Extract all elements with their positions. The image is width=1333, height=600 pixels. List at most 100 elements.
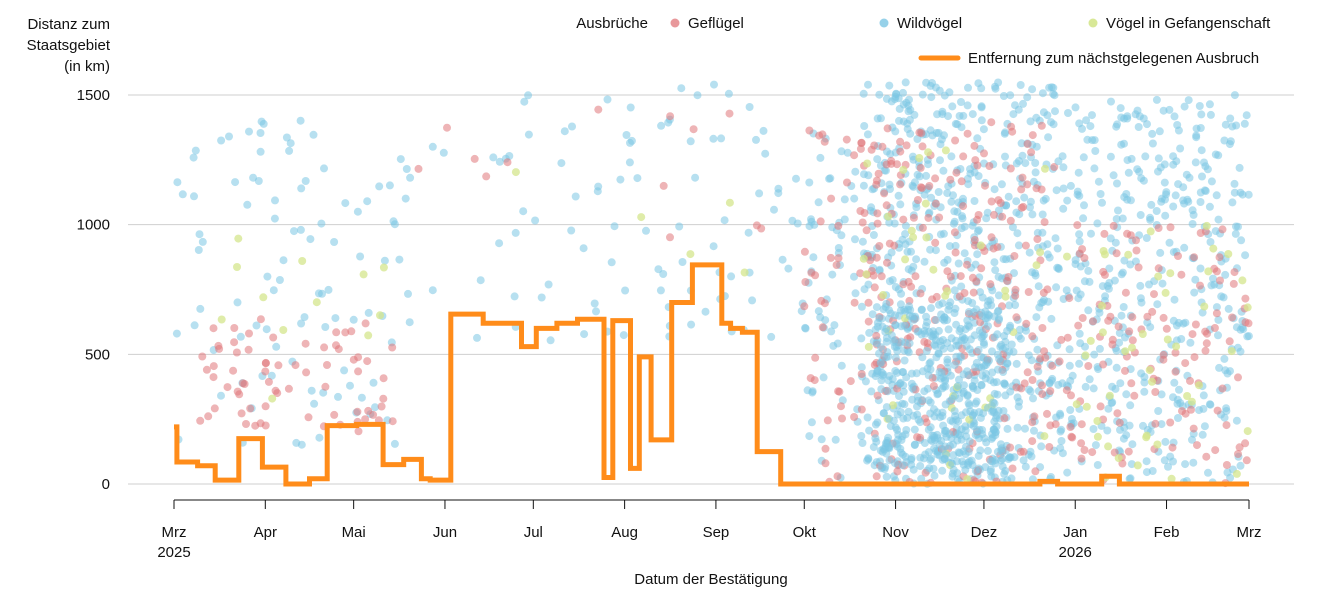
point-gefluegel bbox=[1181, 409, 1190, 418]
y-axis-tick-labels: 0 500 1000 1500 bbox=[77, 87, 110, 493]
point-wildvoegel bbox=[933, 110, 942, 119]
point-wildvoegel bbox=[1198, 172, 1206, 181]
point-wildvoegel bbox=[537, 293, 546, 302]
point-wildvoegel bbox=[876, 358, 885, 367]
point-wildvoegel bbox=[709, 134, 718, 143]
point-wildvoegel bbox=[950, 407, 959, 416]
point-wildvoegel bbox=[1081, 382, 1090, 391]
point-gefluegel bbox=[1004, 273, 1013, 281]
point-gefluegel bbox=[1006, 164, 1015, 173]
point-gefluegel bbox=[800, 302, 809, 311]
point-wildvoegel bbox=[1004, 192, 1013, 201]
point-gefluegel bbox=[1174, 252, 1182, 260]
point-wildvoegel bbox=[390, 439, 399, 448]
point-wildvoegel bbox=[950, 207, 959, 216]
point-wildvoegel bbox=[905, 115, 914, 124]
point-gefluegel bbox=[1235, 443, 1244, 452]
point-gefluegel bbox=[341, 328, 350, 337]
point-wildvoegel bbox=[767, 332, 776, 341]
point-wildvoegel bbox=[979, 354, 988, 362]
point-wildvoegel bbox=[1098, 282, 1107, 291]
point-gefluegel bbox=[361, 415, 370, 424]
point-wildvoegel bbox=[292, 438, 301, 447]
point-gefluegel bbox=[1010, 252, 1019, 260]
point-wildvoegel bbox=[318, 289, 326, 298]
point-wildvoegel bbox=[892, 368, 901, 377]
point-gefluegel bbox=[1084, 362, 1093, 370]
point-gefluegel bbox=[850, 298, 859, 307]
point-wildvoegel bbox=[1089, 384, 1098, 393]
point-wildvoegel bbox=[1212, 303, 1221, 312]
point-wildvoegel bbox=[1076, 290, 1085, 299]
point-wildvoegel bbox=[1051, 234, 1060, 243]
point-wildvoegel bbox=[544, 280, 553, 289]
x-tick-label-month: Nov bbox=[882, 524, 909, 541]
point-gefluegel bbox=[896, 180, 905, 189]
point-wildvoegel bbox=[997, 444, 1006, 453]
point-wildvoegel bbox=[401, 194, 410, 203]
point-wildvoegel bbox=[814, 198, 823, 207]
point-gefangenschaft bbox=[740, 268, 749, 277]
point-gefangenschaft bbox=[1167, 474, 1176, 483]
point-gefangenschaft bbox=[1232, 469, 1241, 478]
point-gefluegel bbox=[815, 131, 824, 140]
point-gefluegel bbox=[232, 348, 241, 357]
point-gefluegel bbox=[971, 156, 980, 165]
point-wildvoegel bbox=[972, 397, 981, 406]
point-gefluegel bbox=[963, 129, 972, 138]
point-wildvoegel bbox=[918, 353, 927, 362]
point-gefluegel bbox=[659, 181, 668, 190]
point-wildvoegel bbox=[657, 121, 666, 130]
point-wildvoegel bbox=[910, 178, 919, 187]
point-wildvoegel bbox=[755, 189, 764, 198]
point-wildvoegel bbox=[1147, 200, 1156, 209]
point-gefangenschaft bbox=[922, 233, 931, 242]
point-gefluegel bbox=[842, 135, 851, 144]
point-gefluegel bbox=[1006, 216, 1015, 225]
point-gefluegel bbox=[304, 413, 313, 422]
point-wildvoegel bbox=[1124, 168, 1133, 177]
point-wildvoegel bbox=[225, 132, 233, 141]
point-gefluegel bbox=[872, 176, 881, 185]
point-gefangenschaft bbox=[899, 165, 908, 174]
point-wildvoegel bbox=[949, 465, 958, 474]
point-gefluegel bbox=[820, 137, 829, 146]
point-wildvoegel bbox=[1226, 137, 1235, 146]
point-wildvoegel bbox=[947, 152, 956, 161]
point-wildvoegel bbox=[1125, 421, 1134, 430]
point-wildvoegel bbox=[476, 276, 485, 285]
point-gefluegel bbox=[1027, 148, 1036, 157]
point-gefangenschaft bbox=[884, 212, 893, 221]
point-gefluegel bbox=[1028, 437, 1037, 446]
point-gefluegel bbox=[811, 271, 820, 280]
point-wildvoegel bbox=[961, 325, 970, 334]
point-wildvoegel bbox=[1044, 133, 1053, 142]
point-gefluegel bbox=[1019, 202, 1028, 211]
point-wildvoegel bbox=[1110, 276, 1119, 285]
point-wildvoegel bbox=[675, 222, 684, 231]
point-wildvoegel bbox=[252, 321, 261, 330]
point-wildvoegel bbox=[285, 146, 294, 155]
point-gefluegel bbox=[1038, 390, 1047, 399]
point-gefluegel bbox=[872, 472, 881, 481]
point-wildvoegel bbox=[267, 371, 276, 380]
point-wildvoegel bbox=[1098, 198, 1106, 207]
point-wildvoegel bbox=[1152, 207, 1161, 215]
point-gefluegel bbox=[955, 292, 964, 301]
point-wildvoegel bbox=[873, 114, 882, 123]
point-gefluegel bbox=[916, 289, 925, 298]
point-wildvoegel bbox=[1242, 111, 1251, 120]
point-wildvoegel bbox=[893, 425, 902, 434]
x-tick-label-month: Dez bbox=[971, 524, 998, 541]
point-wildvoegel bbox=[1053, 244, 1062, 253]
point-gefluegel bbox=[230, 338, 239, 347]
point-gefluegel bbox=[301, 339, 310, 348]
point-wildvoegel bbox=[1019, 456, 1028, 465]
point-wildvoegel bbox=[1195, 406, 1203, 415]
point-wildvoegel bbox=[990, 185, 999, 194]
point-gefluegel bbox=[882, 160, 891, 169]
point-wildvoegel bbox=[803, 386, 812, 395]
point-wildvoegel bbox=[1059, 163, 1068, 172]
point-wildvoegel bbox=[881, 166, 890, 175]
point-wildvoegel bbox=[1207, 281, 1216, 290]
